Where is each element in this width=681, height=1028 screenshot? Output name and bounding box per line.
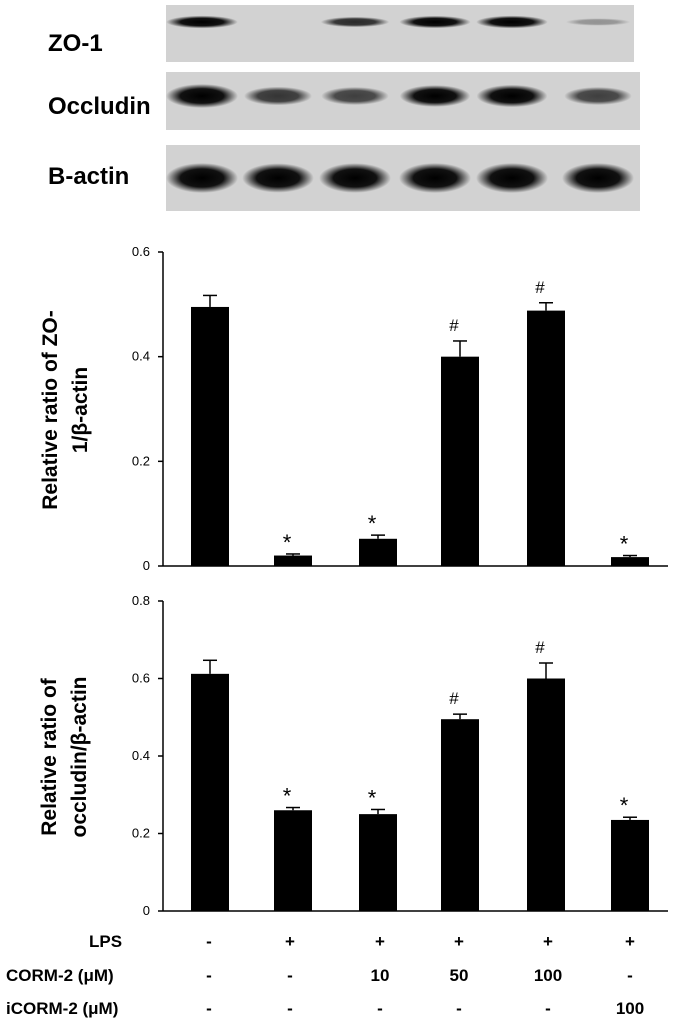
bar (611, 557, 649, 566)
significance-mark: # (449, 689, 459, 708)
treatment-value: 50 (449, 966, 469, 985)
blot-band (242, 163, 314, 193)
bar (527, 310, 565, 566)
treatment-value: - (287, 966, 293, 985)
blot-band (166, 84, 238, 108)
blot-band (476, 163, 548, 193)
significance-mark: # (535, 278, 545, 297)
treatment-label-lps: LPS (89, 932, 123, 951)
significance-mark: * (283, 784, 292, 809)
bar (441, 719, 479, 911)
bar (359, 538, 397, 566)
blot-band (476, 84, 548, 108)
y-tick-label: 0.4 (132, 748, 150, 763)
significance-mark: * (368, 511, 377, 536)
significance-mark: * (368, 785, 377, 810)
y-tick-label: 0.4 (132, 349, 150, 364)
bar (191, 306, 229, 566)
significance-mark: # (449, 316, 459, 335)
blot-label-zo1: ZO-1 (48, 30, 103, 57)
treatment-value: + (285, 932, 295, 951)
treatment-value: 10 (370, 966, 390, 985)
blot-strip (166, 72, 640, 130)
treatment-value: + (454, 932, 464, 951)
treatment-value: + (375, 932, 385, 951)
blot-band (320, 16, 390, 28)
bar (274, 555, 312, 566)
bar (359, 814, 397, 911)
zo1-ratio-chart: 0 0.2 0.4 0.6 Relative ratio of ZO- 1/β-actin… (39, 244, 668, 573)
y-tick-label: 0 (143, 558, 150, 573)
y-axis-label: Relative ratio of occludin/β-actin (38, 677, 91, 838)
treatment-value: - (206, 966, 212, 985)
bar (274, 810, 312, 911)
blot-band (399, 85, 471, 107)
blot-band (562, 163, 634, 193)
blot-band (399, 15, 471, 29)
blot-band (565, 18, 631, 26)
treatment-value: - (377, 999, 383, 1018)
bar (441, 356, 479, 566)
bar (191, 673, 229, 911)
y-tick-label: 0.8 (132, 593, 150, 608)
y-tick-label: 0.2 (132, 826, 150, 841)
treatment-value: + (543, 932, 553, 951)
treatment-value: 100 (533, 966, 563, 985)
y-tick-label: 0 (143, 903, 150, 918)
significance-mark: * (283, 530, 292, 555)
y-axis-label: Relative ratio of ZO- 1/β-actin (39, 310, 92, 510)
significance-mark: # (535, 638, 545, 657)
blot-band (319, 163, 391, 193)
blot-band (476, 15, 548, 29)
treatment-value: - (206, 999, 212, 1018)
blot-label-bactin: B-actin (48, 163, 130, 190)
treatment-value: + (625, 932, 635, 951)
treatment-value: - (627, 966, 633, 985)
occludin-ratio-chart: 0 0.2 0.4 0.6 0.8 Relative ratio of occludin/β… (38, 593, 668, 918)
treatment-value: - (287, 999, 293, 1018)
blot-band (166, 15, 238, 29)
blot-band (564, 86, 632, 106)
blot-band (244, 86, 312, 106)
bar (527, 678, 565, 911)
significance-mark: * (620, 793, 629, 818)
significance-mark: * (620, 532, 629, 557)
y-tick-label: 0.6 (132, 671, 150, 686)
y-tick-label: 0.2 (132, 453, 150, 468)
blot-strip (166, 5, 634, 62)
blot-band (399, 163, 471, 193)
treatment-value: - (545, 999, 551, 1018)
treatment-label-icorm2: iCORM-2 (μM) (6, 999, 119, 1018)
y-tick-label: 0.6 (132, 244, 150, 259)
treatment-value: 100 (615, 999, 645, 1018)
bar-charts: 0 0.2 0.4 0.6 Relative ratio of ZO- 1/β-actin… (38, 244, 668, 918)
blot-band (166, 163, 238, 193)
treatment-value: - (206, 932, 212, 951)
blot-label-occludin: Occludin (48, 93, 151, 120)
blot-band (321, 86, 389, 106)
blot-image (166, 5, 640, 211)
treatment-label-corm2: CORM-2 (μM) (6, 966, 114, 985)
bar (611, 819, 649, 911)
treatment-value: - (456, 999, 462, 1018)
